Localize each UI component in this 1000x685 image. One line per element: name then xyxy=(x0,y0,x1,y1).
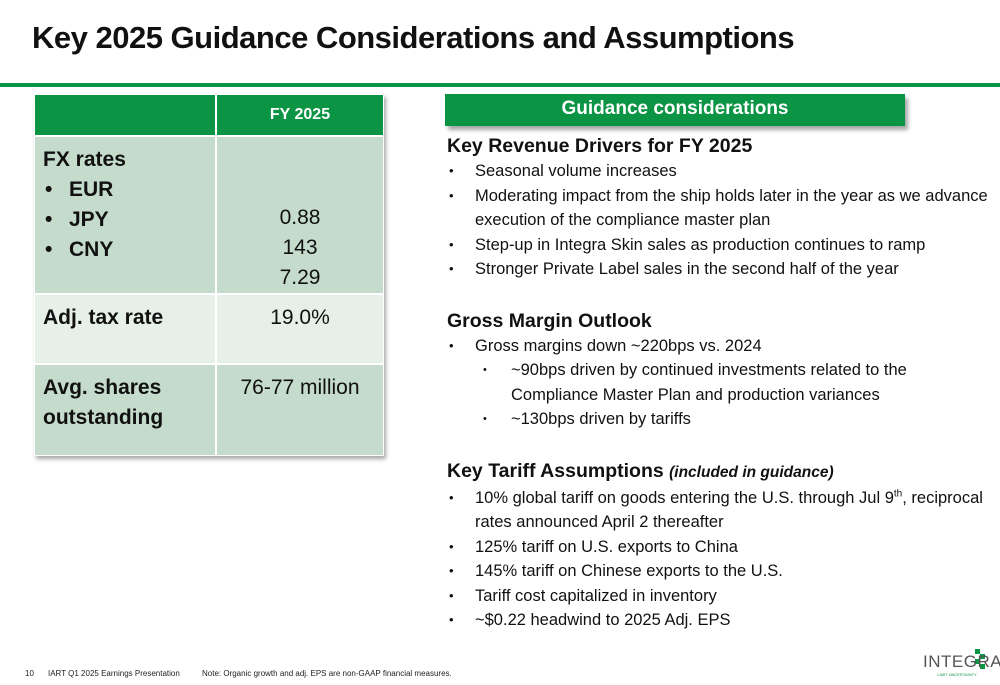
table-header-blank xyxy=(34,94,216,136)
guidance-table: FY 2025 FX rates EUR JPY CNY 0.88 143 7.… xyxy=(34,94,384,456)
tariff-item: 125% tariff on U.S. exports to China xyxy=(447,535,992,560)
tariff-heading: Key Tariff Assumptions (included in guid… xyxy=(447,458,992,486)
fx-value-eur: 0.88 xyxy=(279,206,321,229)
shares-label-line2: outstanding xyxy=(43,406,164,429)
fx-value-jpy: 143 xyxy=(282,236,318,259)
shares-value: 76-77 million xyxy=(216,364,384,456)
logo-tagline: LIMIT UNCERTAINTY xyxy=(937,672,977,677)
tariff-item: 10% global tariff on goods entering the … xyxy=(447,486,992,535)
logo-wordmark: INTEGRA xyxy=(923,652,1000,671)
guidance-content: Key Revenue Drivers for FY 2025 Seasonal… xyxy=(447,133,992,633)
revenue-heading: Key Revenue Drivers for FY 2025 xyxy=(447,135,753,157)
title-rule xyxy=(0,83,1000,87)
fx-rates-cell: FX rates EUR JPY CNY xyxy=(34,136,216,294)
revenue-item: Stronger Private Label sales in the seco… xyxy=(447,257,992,282)
margin-heading: Gross Margin Outlook xyxy=(447,309,652,332)
revenue-item: Seasonal volume increases xyxy=(447,159,992,184)
fx-currency-jpy: JPY xyxy=(43,205,215,235)
footnote: Note: Organic growth and adj. EPS are no… xyxy=(202,669,452,678)
fx-currency-eur: EUR xyxy=(43,175,215,205)
fx-rates-label: FX rates xyxy=(43,148,126,171)
shares-label-line1: Avg. shares xyxy=(43,376,162,399)
revenue-item: Step-up in Integra Skin sales as product… xyxy=(447,233,992,258)
tariff-item: ~$0.22 headwind to 2025 Adj. EPS xyxy=(447,608,992,633)
margin-list: Gross margins down ~220bps vs. 2024 xyxy=(447,334,992,359)
tariff-heading-text: Key Tariff Assumptions xyxy=(447,459,664,482)
fx-currency-list: EUR JPY CNY xyxy=(43,175,215,265)
margin-sublist: ~90bps driven by continued investments r… xyxy=(447,358,992,432)
margin-subitem: ~130bps driven by tariffs xyxy=(447,407,992,432)
tax-rate-label: Adj. tax rate xyxy=(34,294,216,364)
tariff-item: 145% tariff on Chinese exports to the U.… xyxy=(447,559,992,584)
fx-values-cell: 0.88 143 7.29 xyxy=(216,136,384,294)
tax-rate-value: 19.0% xyxy=(216,294,384,364)
margin-item: Gross margins down ~220bps vs. 2024 xyxy=(447,334,992,359)
fx-value-cny: 7.29 xyxy=(279,266,321,289)
tariff-item: Tariff cost capitalized in inventory xyxy=(447,584,992,609)
margin-subitem: ~90bps driven by continued investments r… xyxy=(447,358,992,407)
page-title: Key 2025 Guidance Considerations and Ass… xyxy=(32,20,795,55)
tariff-list: 10% global tariff on goods entering the … xyxy=(447,486,992,633)
revenue-item: Moderating impact from the ship holds la… xyxy=(447,184,992,233)
fx-currency-cny: CNY xyxy=(43,235,215,265)
integra-logo-mark-icon xyxy=(975,649,985,669)
page-number: 10 xyxy=(25,669,34,678)
shares-label-cell: Avg. shares outstanding xyxy=(34,364,216,456)
revenue-list: Seasonal volume increases Moderating imp… xyxy=(447,159,992,282)
table-header-fy2025: FY 2025 xyxy=(216,94,384,136)
guidance-banner: Guidance considerations xyxy=(445,94,905,126)
presentation-name: IART Q1 2025 Earnings Presentation xyxy=(48,669,180,678)
tariff-heading-note: (included in guidance) xyxy=(669,463,834,481)
